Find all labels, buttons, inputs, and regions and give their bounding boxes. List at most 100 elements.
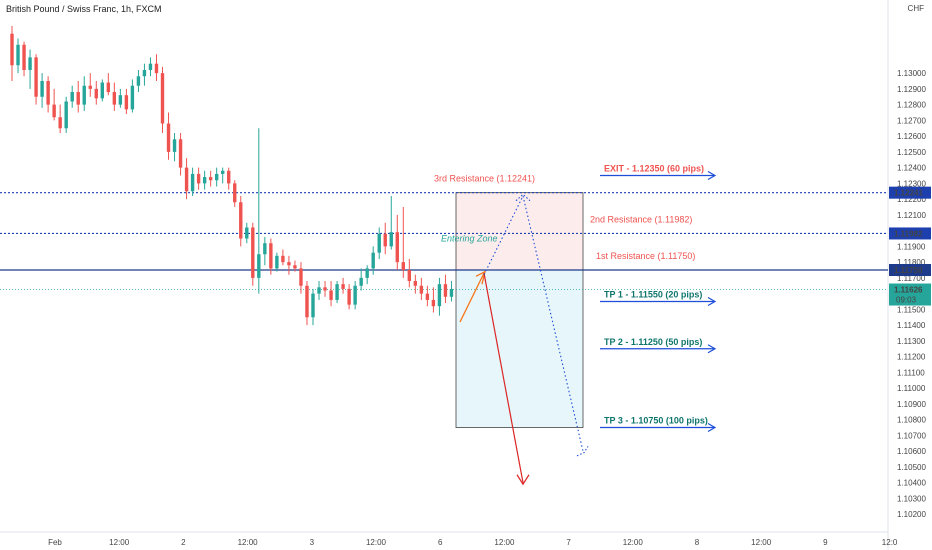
target-label: TP 1 - 1.11550 (20 pips) [604,290,702,300]
price-tag-label: 1.11982 [894,229,923,238]
candle-body [136,76,141,86]
candle-body [64,101,68,129]
time-tick-label: 12:0 [882,538,898,547]
time-tick-label: 12:00 [238,538,259,547]
candle-body [76,92,80,105]
price-tick-label: 1.10200 [897,510,926,519]
candle-body [293,265,297,269]
candle-body [329,290,333,300]
bar-countdown-label: 09:03 [896,296,917,305]
candle-body [202,177,207,184]
time-tick-label: 8 [695,538,700,547]
price-tick-label: 1.11200 [897,353,926,362]
candle-body [299,268,303,286]
candle-body [160,73,165,124]
candle-body [70,92,74,102]
target-label: TP 3 - 1.10750 (100 pips) [604,416,708,426]
candle-body [10,33,14,66]
candle-body [245,227,249,239]
price-tag-label: 1.11750 [894,266,923,275]
candle-body [16,44,20,66]
candle-body [166,123,171,152]
entry-path-arrow [459,272,485,323]
candle-body [323,287,327,291]
candle-body [431,299,436,307]
current-price-label: 1.11626 [894,286,923,295]
price-tick-label: 1.12700 [897,116,926,125]
time-tick-label: Feb [48,538,62,547]
time-tick-label: 12:00 [494,538,515,547]
chart-title: British Pound / Swiss Franc, 1h, FXCM [6,4,162,14]
candle-body [419,285,424,294]
candle-body [287,262,291,266]
price-tag [889,227,931,240]
target-label: TP 2 - 1.11250 (50 pips) [604,337,702,347]
candle-body [154,63,159,74]
candle-body [257,254,261,278]
candle-body [389,232,393,247]
price-tag [889,186,931,199]
candle-body [22,44,26,70]
candle-body [88,85,92,89]
price-tag-label: 1.12241 [894,189,923,198]
resistance-label: 3rd Resistance (1.12241) [434,174,535,184]
time-tick-label: 12:00 [623,538,644,547]
price-tick-label: 1.10500 [897,463,926,472]
time-tick-label: 3 [310,538,315,547]
currency-label: CHF [907,4,924,13]
candle-body [425,293,430,300]
candle-body [233,183,237,203]
entering-zone-label: Entering Zone [441,234,498,244]
candle-body [437,284,442,307]
candle-body [94,88,98,99]
price-tick-label: 1.12200 [897,195,926,204]
down-path-arrowhead [516,474,530,486]
candle-body [347,288,351,305]
candle-body [178,139,183,168]
price-tick-label: 1.10400 [897,479,926,488]
candle-body [100,82,104,99]
candle-body [359,277,363,286]
price-tick-label: 1.12300 [897,179,926,188]
candle-body [443,284,448,297]
price-tick-label: 1.11700 [897,274,926,283]
candle-body [142,69,147,77]
target-arrow-head [707,296,717,307]
price-tick-label: 1.12100 [897,211,926,220]
down-path-arrow [483,273,524,483]
price-tick-label: 1.12900 [897,85,926,94]
price-tick-label: 1.12400 [897,164,926,173]
candle-body [112,92,117,105]
candle-body [28,57,32,70]
price-tick-label: 1.11800 [897,258,926,267]
time-tick-label: 6 [438,538,443,547]
candle-body [58,117,62,129]
candle-body [263,243,267,255]
candle-body [190,173,195,192]
candle-body [130,85,135,110]
candle-body [335,284,339,300]
candle-body [118,95,123,105]
price-tick-label: 1.12600 [897,132,926,141]
entry-path-arrowhead [475,270,486,285]
price-tick-label: 1.10900 [897,400,926,409]
current-price-tag [889,283,931,306]
candle-body [317,287,321,294]
price-tick-label: 1.10700 [897,431,926,440]
candle-body [383,233,387,247]
resistance-label: 2nd Resistance (1.11982) [590,214,692,224]
candle-body [305,285,309,318]
candle-body [208,177,213,181]
candle-body [449,288,454,297]
candle-body [34,57,38,97]
candle-body [214,173,219,181]
risk-zone-box [455,192,584,271]
candle-body [395,232,399,263]
candle-body [269,243,273,269]
time-tick-label: 7 [566,538,571,547]
price-tick-label: 1.13000 [897,69,926,78]
candle-body [184,167,189,192]
candle-body [371,252,375,269]
